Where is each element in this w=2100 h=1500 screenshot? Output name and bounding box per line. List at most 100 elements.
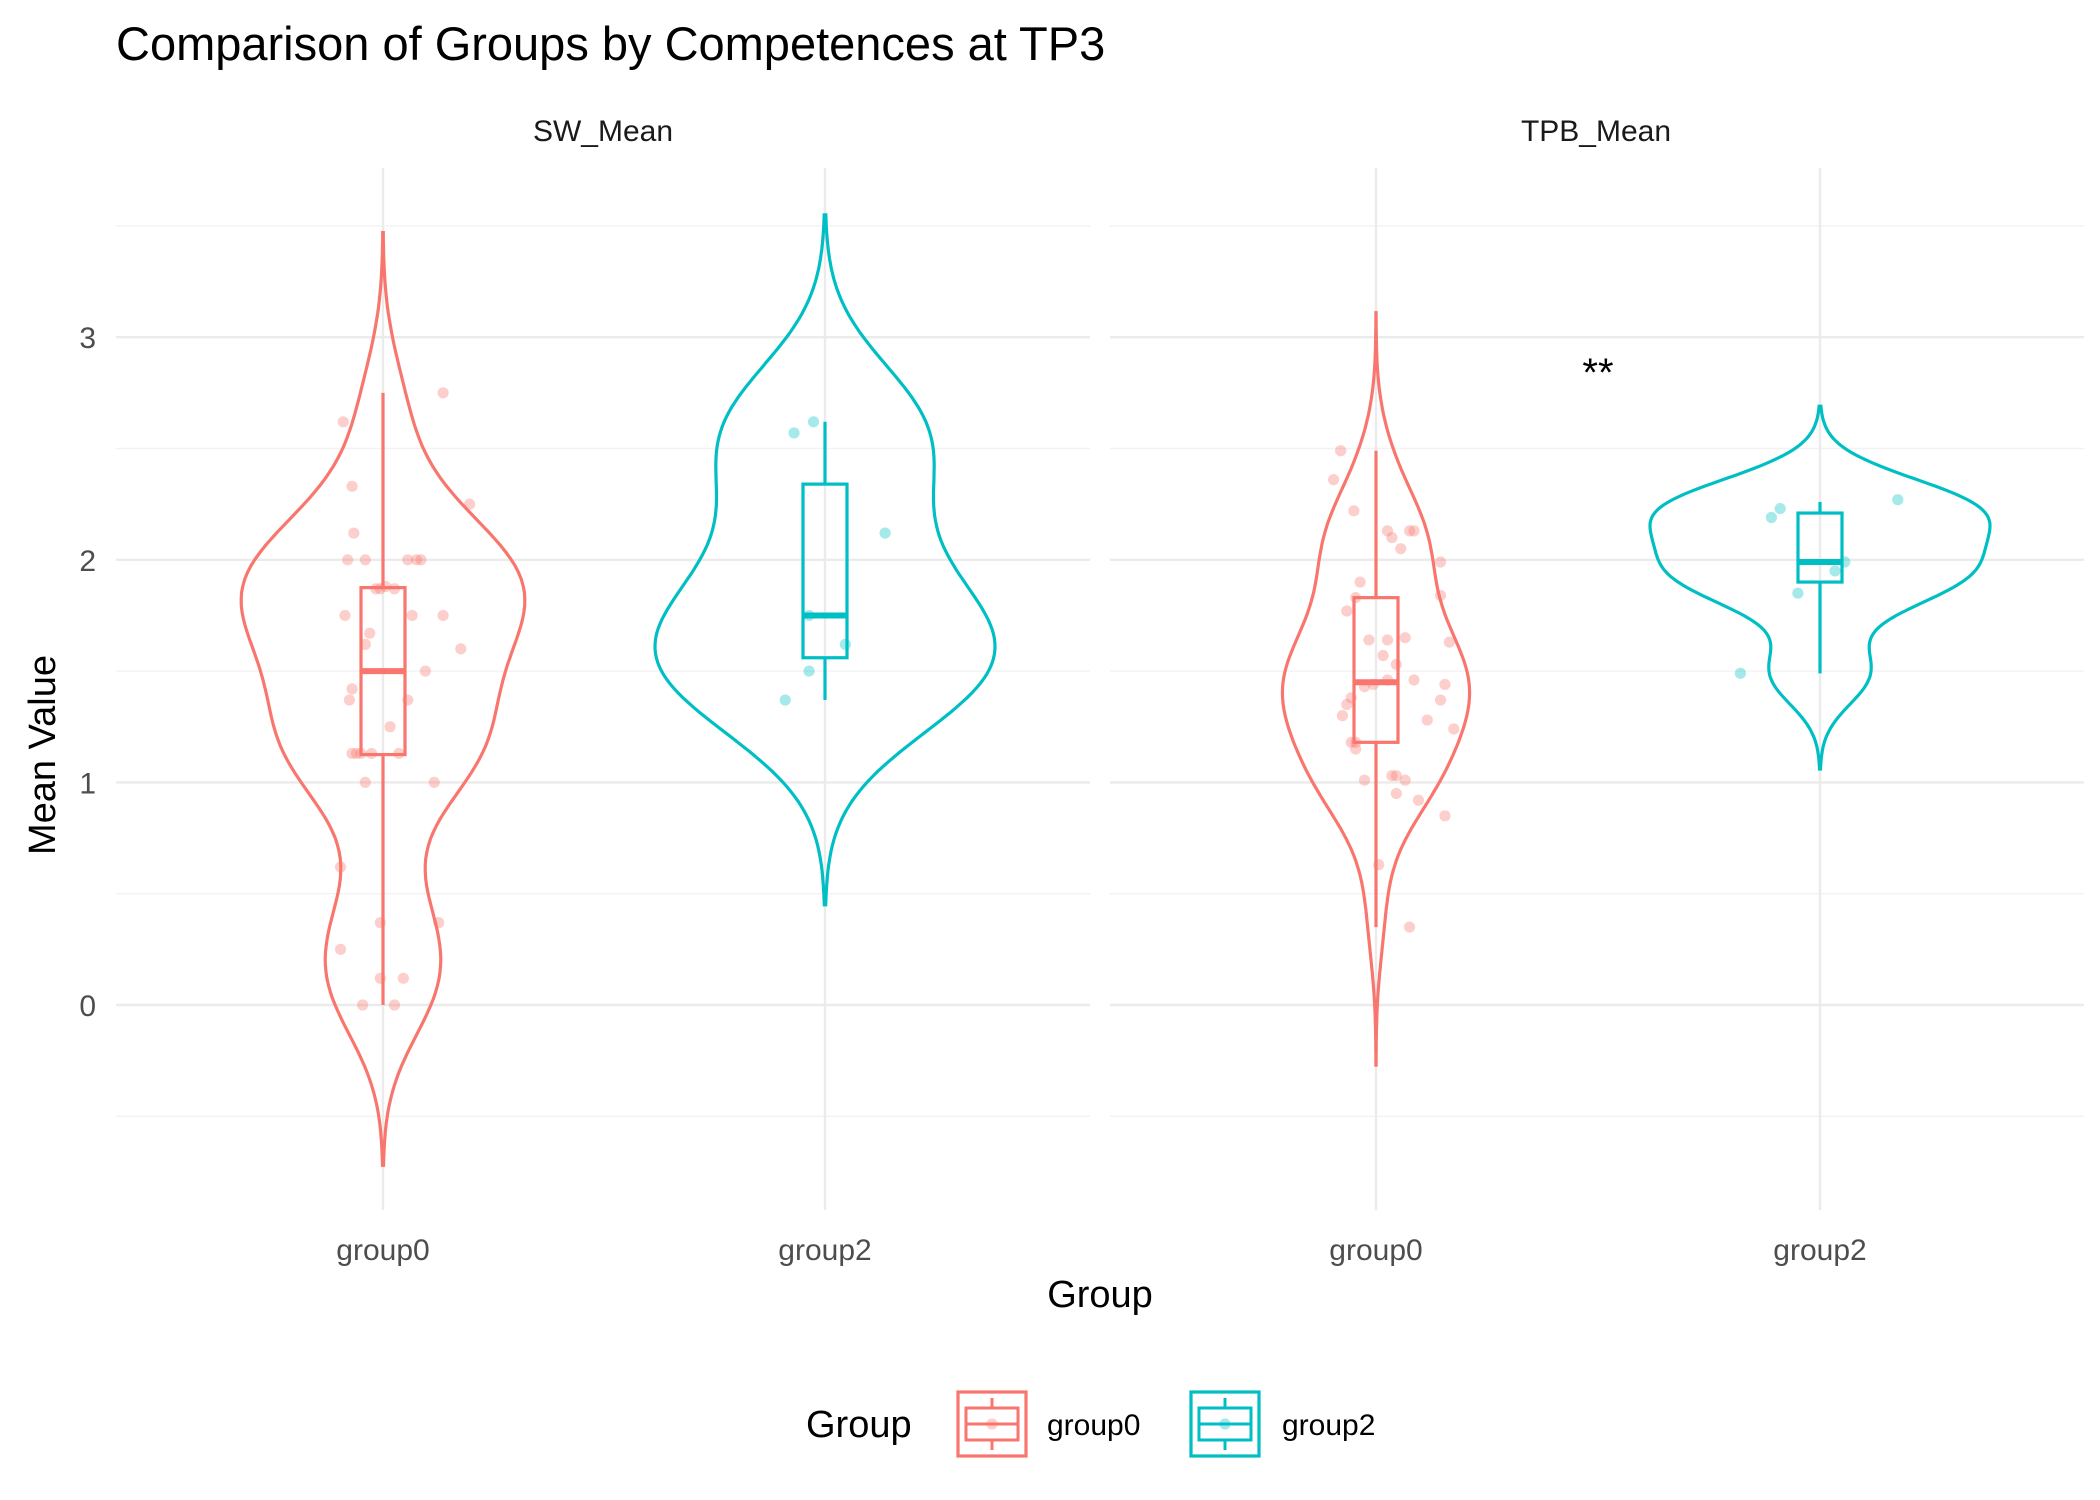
data-point	[1412, 794, 1425, 806]
data-point	[419, 665, 432, 677]
legend-label-group0: group0	[1047, 1409, 1140, 1442]
panel-tpb-mean: TPB_Mean group0 group2 **	[1110, 115, 2084, 1267]
x-axis-title: Group	[1047, 1274, 1153, 1316]
data-point	[437, 387, 449, 399]
data-point	[397, 972, 409, 984]
data-point	[1390, 787, 1402, 800]
x-tick-label: group0	[1329, 1234, 1422, 1267]
box-iqr	[1796, 511, 1844, 584]
legend-key-point	[1219, 1418, 1231, 1430]
y-axis: 0 1 2 3	[79, 322, 96, 1023]
data-point	[1390, 770, 1402, 782]
data-point	[788, 427, 800, 439]
violin-shape	[1648, 404, 1992, 771]
data-point	[359, 776, 371, 789]
gridlines	[1110, 168, 2084, 1210]
data-point	[1829, 565, 1841, 577]
data-point	[1341, 605, 1353, 617]
data-point	[1448, 723, 1460, 735]
box-iqr	[801, 482, 849, 660]
data-point	[1774, 503, 1786, 515]
data-point	[350, 747, 363, 760]
data-point	[343, 694, 356, 706]
data-point	[1399, 774, 1411, 786]
data-point	[803, 665, 815, 677]
data-point	[1765, 511, 1777, 524]
data-point	[1434, 556, 1447, 568]
data-point	[1403, 921, 1416, 933]
box-iqr	[1352, 596, 1400, 744]
panel-strip-label: TPB_Mean	[1521, 115, 1671, 148]
violin-group-group0	[239, 231, 527, 1167]
data-point	[1386, 531, 1398, 544]
violin-shape	[1280, 311, 1472, 1067]
violin-group-group2	[1648, 404, 1992, 771]
y-tick-label: 2	[79, 545, 96, 578]
legend-key-point	[986, 1418, 998, 1430]
data-point	[1408, 525, 1420, 537]
chart-title: Comparison of Groups by Competences at T…	[116, 17, 1105, 70]
data-point	[337, 416, 349, 428]
data-point	[1377, 649, 1389, 662]
data-point	[415, 554, 427, 566]
data-point	[779, 694, 791, 706]
data-point	[1341, 698, 1353, 711]
gridlines	[116, 168, 1090, 1210]
data-point	[1439, 810, 1451, 822]
x-tick-label: group0	[336, 1234, 429, 1267]
data-point	[879, 527, 891, 539]
data-point	[1892, 494, 1904, 506]
data-point	[346, 480, 358, 492]
legend-title: Group	[806, 1404, 912, 1446]
data-point	[1408, 674, 1420, 686]
data-point	[1363, 634, 1375, 646]
data-point	[1358, 774, 1371, 786]
data-point	[334, 943, 347, 955]
data-point	[348, 527, 360, 539]
data-point	[1336, 710, 1349, 722]
data-point	[1439, 678, 1451, 691]
y-tick-label: 1	[79, 767, 96, 800]
data-point	[1381, 525, 1394, 537]
panel-sw-mean: SW_Mean group0 group2	[116, 115, 1090, 1267]
data-point	[1335, 445, 1347, 457]
data-point	[1327, 474, 1340, 486]
data-point	[339, 609, 351, 622]
data-point	[364, 627, 376, 639]
significance-annotation: **	[1582, 351, 1613, 395]
data-point	[437, 609, 449, 622]
data-point	[346, 683, 358, 695]
data-point	[359, 554, 371, 566]
legend: Group group0 group2	[806, 1390, 1375, 1458]
x-tick-label: group2	[778, 1234, 871, 1267]
data-point	[1348, 505, 1360, 517]
data-point	[346, 747, 358, 760]
data-point	[402, 554, 414, 566]
data-point	[1443, 636, 1455, 648]
data-point	[357, 999, 369, 1011]
panel-strip-label: SW_Mean	[533, 115, 673, 148]
data-point	[406, 609, 418, 622]
y-tick-label: 0	[79, 990, 96, 1023]
legend-label-group2: group2	[1282, 1409, 1375, 1442]
legend-key-group0	[956, 1390, 1028, 1458]
legend-key-group2	[1189, 1390, 1261, 1458]
data-point	[1399, 632, 1411, 644]
data-point	[1734, 667, 1747, 679]
violin-shape	[239, 231, 527, 1167]
x-tick-label: group2	[1773, 1234, 1866, 1267]
data-point	[807, 416, 820, 428]
data-point	[1434, 694, 1447, 706]
data-point	[428, 776, 440, 789]
data-point	[1421, 714, 1433, 726]
data-point	[1792, 587, 1804, 599]
data-point	[1395, 543, 1407, 555]
legend-key-frame	[956, 1390, 1028, 1458]
data-point	[1403, 525, 1416, 537]
y-axis-title: Mean Value	[22, 655, 64, 855]
data-point	[1354, 576, 1366, 588]
y-tick-label: 3	[79, 322, 96, 355]
data-point	[410, 554, 423, 566]
data-point	[455, 643, 467, 655]
